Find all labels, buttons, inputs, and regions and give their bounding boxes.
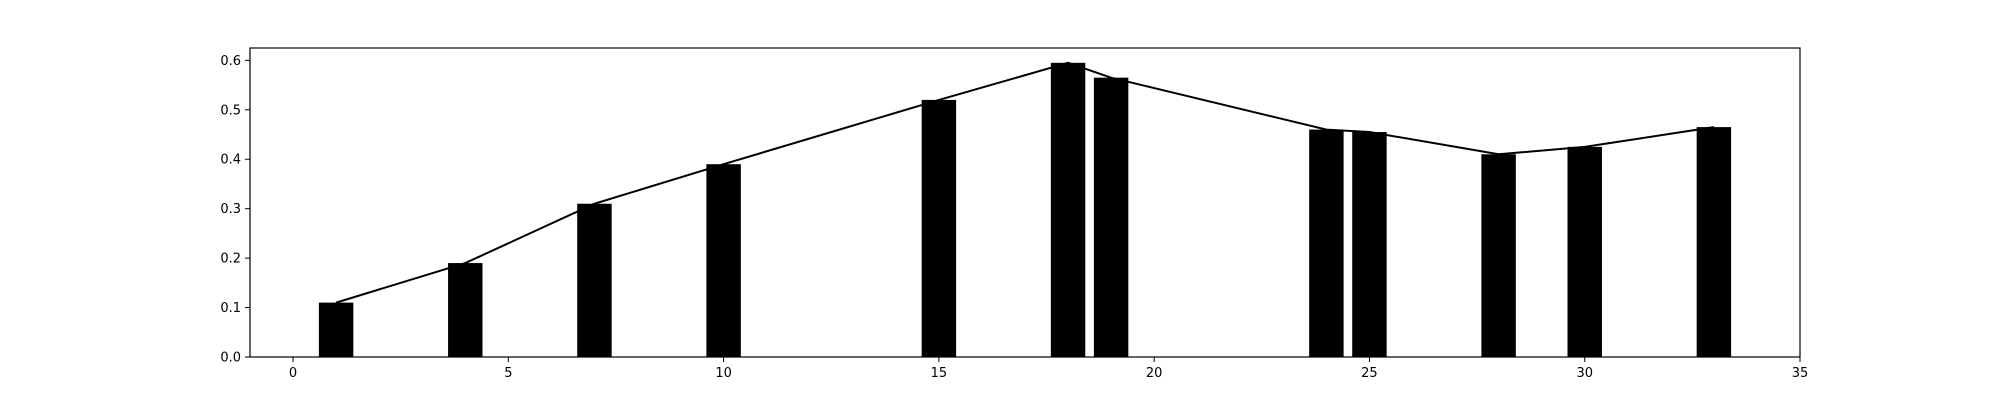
line-point-6 <box>1110 77 1112 79</box>
line-point-1 <box>464 262 466 264</box>
x-tick-label-0: 0 <box>289 366 297 381</box>
line-point-10 <box>1584 146 1586 148</box>
line-point-8 <box>1368 131 1370 133</box>
y-tick-label-2: 0.2 <box>220 252 241 267</box>
bar-0 <box>318 302 354 357</box>
y-axis-ticks: 0.0 0.1 0.2 0.3 0.4 0.5 0.6 <box>220 54 250 366</box>
x-tick-label-3: 15 <box>931 366 948 381</box>
line-point-7 <box>1325 129 1327 131</box>
bar-10 <box>1567 146 1602 357</box>
line-point-11 <box>1713 126 1715 128</box>
x-tick-label-5: 25 <box>1361 366 1378 381</box>
bar-5 <box>1050 62 1086 357</box>
bar-6 <box>1093 77 1129 357</box>
line-point-5 <box>1067 62 1069 64</box>
x-tick-label-7: 35 <box>1792 366 1809 381</box>
y-tick-label-4: 0.4 <box>220 153 241 168</box>
y-tick-label-6: 0.6 <box>220 54 241 69</box>
bar-3 <box>706 164 741 357</box>
bars-layer <box>318 62 1732 358</box>
bar-11 <box>1696 127 1732 357</box>
y-tick-label-0: 0.0 <box>220 351 241 366</box>
line-point-4 <box>938 99 940 101</box>
axes-frame <box>249 47 1801 358</box>
x-tick-label-1: 5 <box>504 366 512 381</box>
line-point-9 <box>1498 153 1500 155</box>
x-tick-label-4: 20 <box>1146 366 1163 381</box>
series-line <box>335 61 1715 304</box>
bar-8 <box>1352 132 1387 357</box>
y-tick-label-3: 0.3 <box>220 202 241 217</box>
y-tick-label-1: 0.1 <box>220 301 241 316</box>
bar-9 <box>1481 154 1516 357</box>
bar-2 <box>577 203 612 357</box>
y-tick-label-5: 0.5 <box>220 103 241 118</box>
line-point-3 <box>723 163 725 165</box>
bar-4 <box>921 99 957 358</box>
line-point-0 <box>335 302 337 304</box>
line-point-2 <box>593 203 595 205</box>
x-tick-label-2: 10 <box>715 366 732 381</box>
x-tick-label-6: 30 <box>1576 366 1593 381</box>
x-axis-ticks: 0 5 10 15 20 25 30 35 <box>289 357 1808 381</box>
bar-7 <box>1309 129 1344 357</box>
line-layer <box>335 61 1715 304</box>
bar-1 <box>448 263 483 357</box>
